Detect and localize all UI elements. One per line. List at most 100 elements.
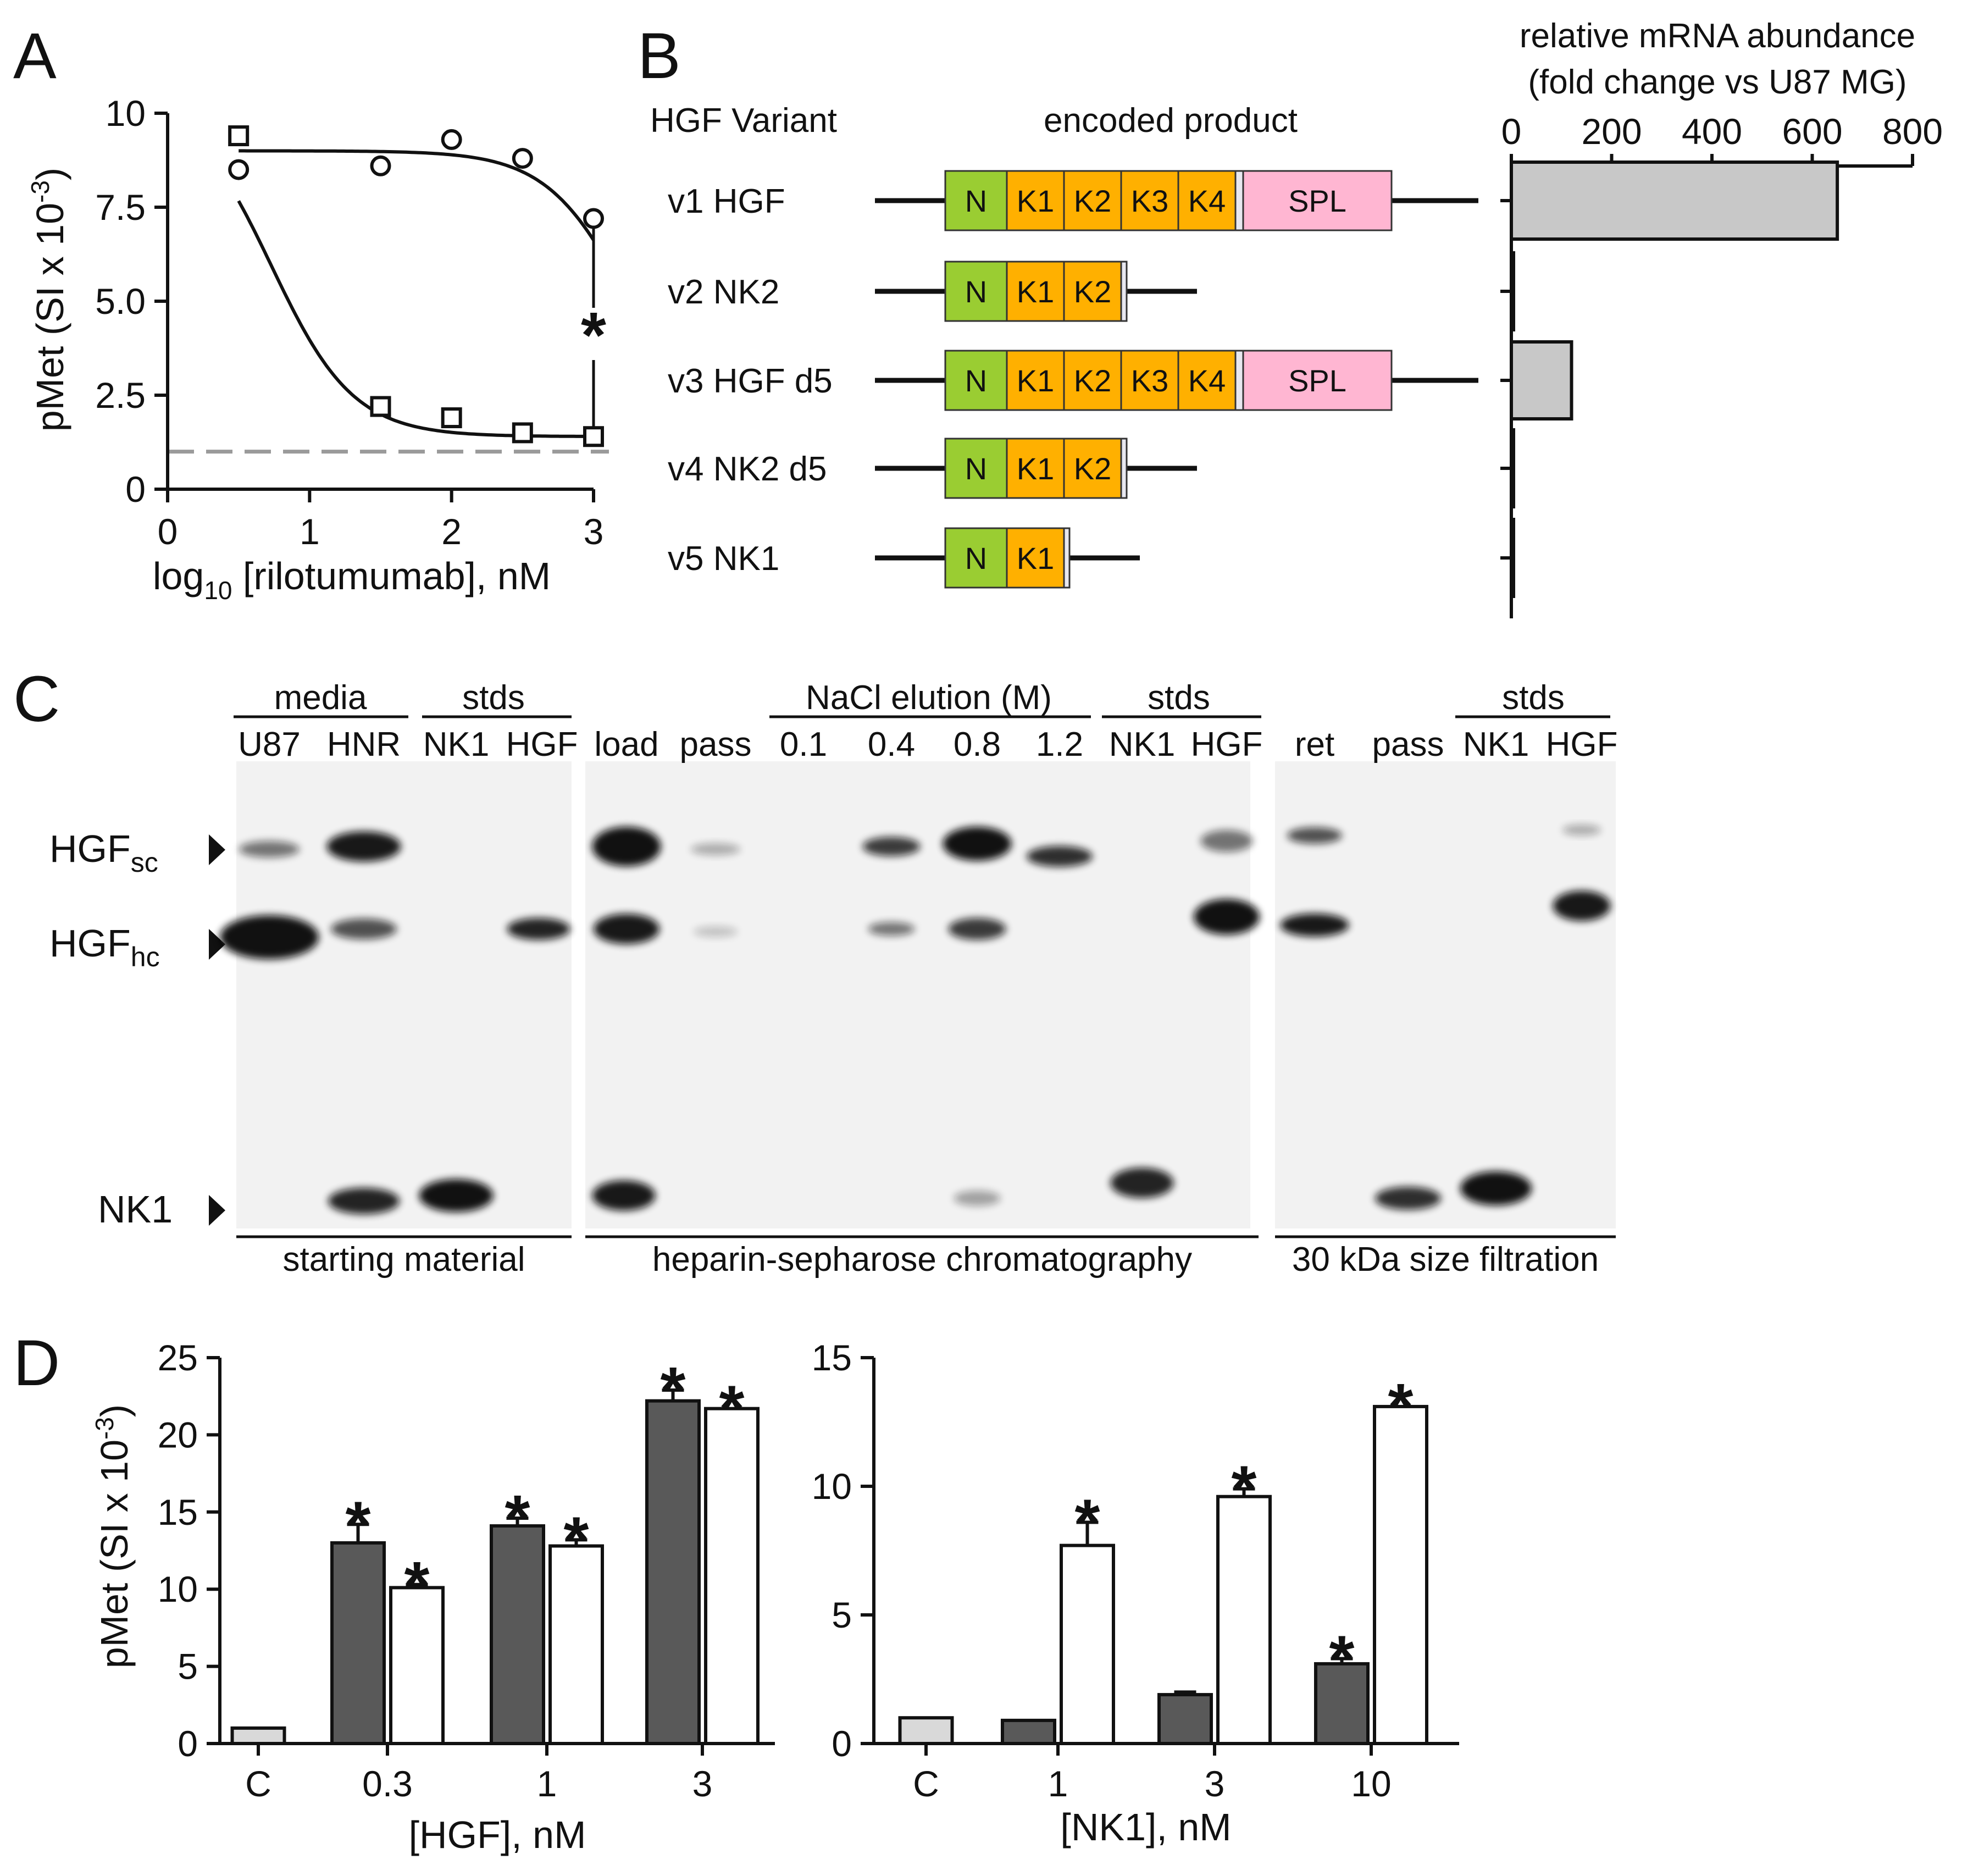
panel-d-right-significance-star: * [1388, 1370, 1414, 1443]
panel-b-bar-v4-nk2-d5 [1510, 428, 1515, 508]
panel-d-left-bar-3-dark [645, 1399, 701, 1745]
band-hgf-std-2-hgf-sc [1200, 830, 1253, 852]
panel-d-left-x-tick-label: C [245, 1763, 271, 1804]
panel-d-right-bar-1-open [1060, 1543, 1115, 1745]
panel-d-right-x-tick-label: 1 [1048, 1763, 1068, 1804]
panel-a-y-axis-label: pMet (SI x 10-3) [26, 168, 71, 432]
panel-d-left-x-tick-label: 1 [537, 1763, 557, 1804]
domain-label-n: N [965, 541, 987, 575]
panel-d-left-bar-0-3-dark [330, 1541, 386, 1745]
panel-a-x-tick-label: 0 [158, 511, 178, 552]
panel-d-right-bar-3-open [1216, 1495, 1272, 1745]
panel-a-x-tick-label: 3 [584, 511, 604, 552]
panel-b-chart-title: relative mRNA abundance [1520, 17, 1915, 55]
panel-b-bar-v3-hgf-d5 [1510, 340, 1573, 420]
panel-b-hgf-variants: HGF Variant encoded product relative mRN… [650, 17, 1943, 618]
panel-d-left-y-tick-label: 5 [178, 1646, 198, 1687]
domain-k2 [1063, 438, 1122, 499]
panel-label-a: A [13, 20, 57, 92]
group-label-stds-2: stds [1148, 679, 1210, 717]
band-u87-hgf-hc [220, 915, 319, 959]
lane-label-hgf-std-2: HGF [1191, 726, 1263, 763]
panel-d-left-x-tick-label: 3 [692, 1763, 713, 1804]
domain-k4 [1177, 350, 1237, 411]
domain-k3 [1120, 350, 1179, 411]
section-label-starting-material: starting material [282, 1241, 525, 1279]
domain-label-n: N [965, 363, 987, 398]
domain-label-k4: K4 [1188, 184, 1226, 218]
panel-d-left-y-tick-label: 20 [158, 1414, 198, 1455]
domain-spl [1242, 170, 1393, 231]
domain-n [944, 350, 1008, 411]
domain-label-n: N [965, 184, 987, 218]
lane-label-hnr: HNR [327, 726, 401, 763]
domain-k1 [1006, 170, 1065, 231]
panel-b-column-header-product: encoded product [1044, 102, 1298, 140]
panel-d-left-significance-star: * [505, 1482, 530, 1554]
panel-b-bar-v1-hgf [1510, 161, 1839, 241]
lane-label-pass-1: pass [680, 726, 752, 763]
band-load-hgf-hc [594, 914, 659, 944]
marker-label-hgf-hc: HGFhc [49, 922, 160, 972]
panel-a-y-tick-label: 10 [106, 93, 146, 134]
band-pass-1-hgf-hc [694, 926, 738, 937]
panel-d-right-significance-star: * [1075, 1486, 1100, 1559]
panel-b-bar-v2-nk2 [1510, 251, 1515, 331]
domain-label-k2: K2 [1074, 274, 1112, 309]
panel-d-left-significance-star: * [564, 1503, 589, 1576]
panel-b-x-tick-label: 800 [1882, 111, 1943, 152]
domain-n [944, 438, 1008, 499]
lane-label-nk1-std-1: NK1 [423, 726, 490, 763]
domain-label-k1: K1 [1017, 541, 1055, 575]
panel-a-point-squares [228, 125, 250, 147]
panel-b-x-tick-label: 0 [1501, 111, 1522, 152]
panel-d-left-bar-1-open [548, 1544, 604, 1745]
lane-label-pass-2: pass [1372, 726, 1444, 763]
panel-d-y-axis-label: pMet (SI x 10-3) [90, 1404, 136, 1669]
panel-d-left-significance-star: * [404, 1548, 430, 1621]
band-hgf-std-3-hgf-hc [1553, 890, 1611, 921]
lane-label-0-8: 0.8 [954, 726, 1001, 763]
band-0-4-hgf-sc [862, 837, 921, 856]
band-0-8-hgf-hc [948, 918, 1006, 940]
variant-label-v1-hgf: v1 HGF [668, 182, 785, 220]
band-u87-hgf-sc [239, 841, 300, 857]
band-pass-1-hgf-sc [691, 843, 740, 855]
section-label-heparin: heparin-sepharose chromatography [652, 1241, 1192, 1279]
group-label-nacl-elution: NaCl elution (M) [806, 679, 1052, 717]
panel-a-point-squares [583, 426, 604, 447]
panel-b-column-header-variant: HGF Variant [650, 102, 837, 140]
panel-d-right-bar-c-control [898, 1716, 954, 1745]
domain-k1 [1006, 261, 1065, 322]
band-1-2-hgf-sc [1027, 846, 1093, 867]
section-label-size-filtration: 30 kDa size filtration [1292, 1241, 1599, 1279]
panel-b-x-tick-label: 400 [1682, 111, 1742, 152]
domain-k2 [1063, 261, 1122, 322]
lane-label-nk1-std-2: NK1 [1109, 726, 1176, 763]
blot-image-1 [236, 761, 572, 1228]
band-hnr-hgf-hc [331, 918, 397, 939]
band-0-4-hgf-hc [868, 922, 915, 936]
domain-n [944, 170, 1008, 231]
panel-d-right-bar-1-dark [1001, 1718, 1056, 1745]
domain-spl [1242, 350, 1393, 411]
panel-a-y-tick-label: 2.5 [95, 375, 146, 416]
band-hnr-nk1 [328, 1188, 400, 1214]
panel-b-x-tick-label: 600 [1782, 111, 1842, 152]
panel-a-y-tick-label: 7.5 [95, 187, 146, 228]
panel-a-x-axis-label: log10 [rilotumumab], nM [153, 555, 551, 605]
panel-a-point-circles [583, 208, 604, 229]
band-nk1-std-1-nk1 [419, 1179, 494, 1212]
marker-arrow-hgf-sc [209, 834, 225, 865]
panel-d-left-y-tick-label: 15 [158, 1492, 198, 1532]
variant-label-v3-hgf-d5: v3 HGF d5 [668, 362, 833, 400]
band-load-hgf-sc [592, 827, 661, 866]
panel-d-right-y-tick-label: 10 [812, 1466, 852, 1507]
band-hgf-std-3-hgf-sc [1562, 824, 1601, 835]
marker-arrow-nk1 [209, 1195, 225, 1226]
domain-label-k2: K2 [1074, 451, 1112, 486]
panel-d-right-y-tick-label: 15 [812, 1337, 852, 1378]
group-label-stds-3: stds [1502, 679, 1565, 717]
band-nk1-std-2-nk1 [1110, 1167, 1174, 1198]
panel-a-point-squares [441, 407, 462, 429]
